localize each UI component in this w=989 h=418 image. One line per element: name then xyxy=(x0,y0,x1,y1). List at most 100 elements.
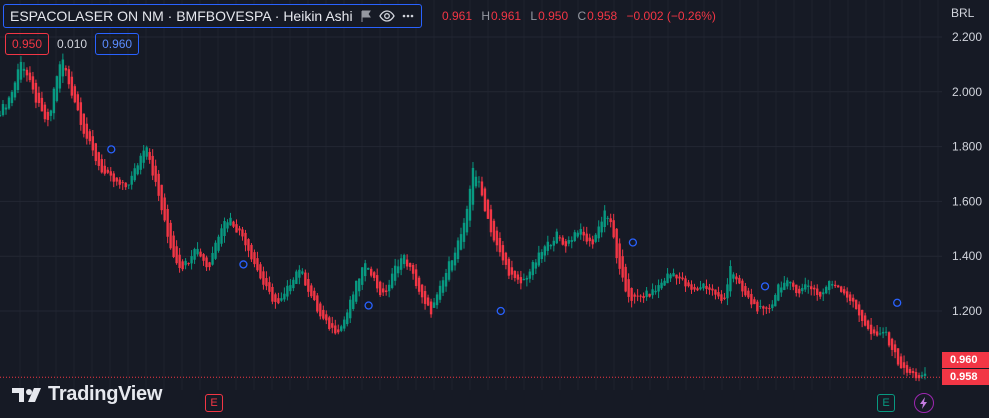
candle-body xyxy=(492,220,496,241)
candle-body xyxy=(896,348,900,365)
candle-body xyxy=(576,232,579,237)
candle-body xyxy=(375,275,379,289)
candle-body xyxy=(890,338,894,350)
candle-body xyxy=(567,240,570,244)
candle-body xyxy=(40,97,44,112)
candle-body xyxy=(438,285,442,300)
ohlc-values: 0.961 H0.961 L0.950 C0.958 −0.002 (−0.26… xyxy=(442,9,716,23)
candle-body xyxy=(831,284,834,286)
candle-body xyxy=(630,288,633,301)
event-marker xyxy=(239,260,248,269)
candle-body xyxy=(223,220,226,237)
candle-body xyxy=(187,263,190,265)
candle-body xyxy=(169,222,172,249)
earnings-event-icon[interactable]: E xyxy=(205,394,223,412)
tradingview-logo[interactable]: TradingView xyxy=(12,383,162,406)
y-tick-label: 1.800 xyxy=(952,140,982,154)
candle-body xyxy=(28,72,32,81)
candle-body xyxy=(845,291,849,298)
candle-body xyxy=(0,115,2,117)
candle-body xyxy=(420,284,424,298)
candle-body xyxy=(16,69,20,91)
candle-body xyxy=(64,67,68,71)
candle-body xyxy=(465,208,469,233)
candle-body xyxy=(343,319,346,329)
candle-body xyxy=(301,271,304,274)
more-icon[interactable] xyxy=(401,9,415,23)
candle-body xyxy=(253,252,256,265)
candle-body xyxy=(741,280,744,292)
eye-icon[interactable] xyxy=(378,9,395,23)
candle-body xyxy=(507,258,511,276)
candle-body xyxy=(753,299,756,305)
candle-body xyxy=(390,273,394,288)
candle-body xyxy=(109,171,112,176)
earnings-event-icon-2[interactable]: E xyxy=(877,394,895,412)
candle-body xyxy=(289,285,292,292)
event-markers xyxy=(107,145,902,316)
tradingview-logo-icon xyxy=(12,387,41,402)
candle-body xyxy=(528,271,532,279)
candle-body xyxy=(696,288,699,291)
candle-body xyxy=(627,279,630,297)
candle-body xyxy=(139,155,142,170)
candle-body xyxy=(471,167,475,205)
candle-body xyxy=(31,76,35,90)
candle-body xyxy=(175,246,178,264)
candle-body xyxy=(19,61,23,80)
candle-body xyxy=(52,88,56,114)
candle-body xyxy=(310,285,313,297)
candle-body xyxy=(726,284,729,299)
candle-body xyxy=(801,287,804,292)
candle-body xyxy=(795,284,798,293)
candle-body xyxy=(510,267,514,275)
candle-body xyxy=(94,143,97,162)
candle-body xyxy=(836,285,840,288)
candle-body xyxy=(280,298,283,301)
candle-body xyxy=(256,258,259,271)
candle-body xyxy=(429,301,433,315)
candle-body xyxy=(585,233,588,242)
candle-body xyxy=(1,103,5,116)
candle-body xyxy=(678,276,681,279)
candle-body xyxy=(361,267,364,285)
candle-body xyxy=(381,288,385,293)
candle-body xyxy=(346,312,349,325)
symbol-title: ESPACOLASER ON NM · BMFBOVESPA · Heikin … xyxy=(10,8,353,24)
candle-body xyxy=(911,370,915,374)
candle-body xyxy=(49,110,53,116)
candle-body xyxy=(423,291,427,304)
candles xyxy=(0,53,927,382)
candle-body xyxy=(558,237,561,239)
candle-body xyxy=(393,265,397,281)
candle-body xyxy=(819,291,822,297)
candle-body xyxy=(639,295,642,297)
candle-body xyxy=(130,175,133,185)
candle-body xyxy=(226,222,229,229)
candle-body xyxy=(816,288,819,296)
flag-icon[interactable] xyxy=(359,9,373,23)
candle-body xyxy=(274,294,277,302)
currency-selector[interactable]: BRL xyxy=(951,6,975,20)
candle-body xyxy=(304,272,307,286)
candle-body xyxy=(582,231,585,236)
bid-button[interactable]: 0.950 xyxy=(5,33,50,55)
candle-body xyxy=(352,294,355,309)
candle-body xyxy=(732,274,735,279)
candle-body xyxy=(220,228,223,244)
candle-body xyxy=(720,294,723,301)
candle-body xyxy=(486,199,490,219)
candle-body xyxy=(723,297,726,299)
candle-body xyxy=(899,356,903,369)
candle-body xyxy=(914,372,918,379)
ask-button[interactable]: 0.960 xyxy=(95,33,140,55)
candle-body xyxy=(292,279,295,289)
candle-body xyxy=(759,306,762,308)
lightning-icon[interactable] xyxy=(914,393,934,413)
candle-body xyxy=(387,284,391,292)
candle-body xyxy=(405,259,409,267)
candle-body xyxy=(543,246,547,256)
candle-body xyxy=(124,182,127,188)
symbol-legend[interactable]: ESPACOLASER ON NM · BMFBOVESPA · Heikin … xyxy=(3,4,422,28)
